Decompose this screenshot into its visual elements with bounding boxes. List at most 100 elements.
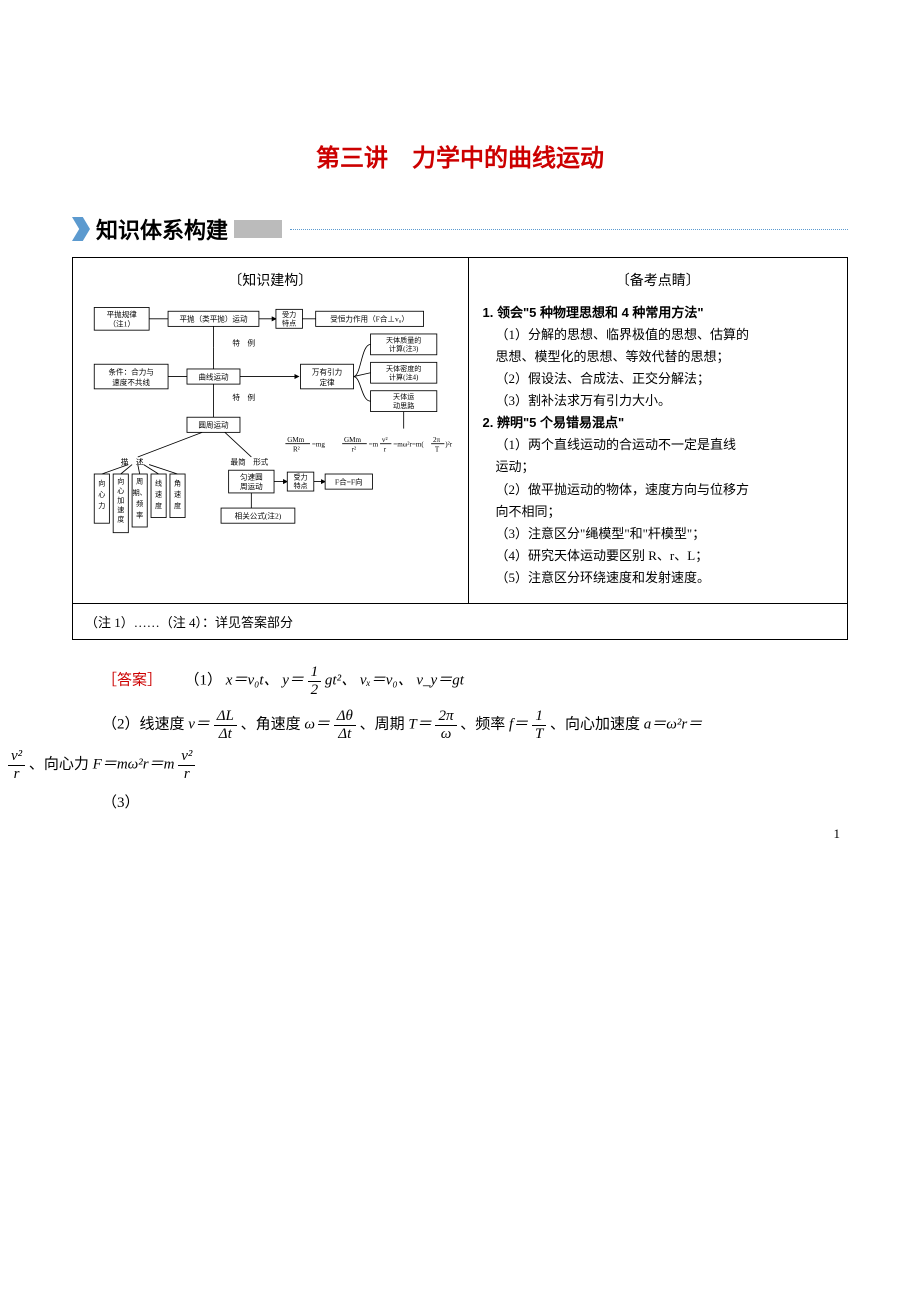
right-header: 〔备考点睛〕 xyxy=(483,270,833,294)
ans2-g: f＝ xyxy=(509,716,528,732)
ans2-pre: （2）线速度 xyxy=(102,716,188,732)
ans2b-pre: 、向心力 xyxy=(29,756,93,772)
answer-line-2b: v²r 、向心力 F＝mω²r＝m v²r xyxy=(8,748,848,782)
svg-text:期、: 期、 xyxy=(133,489,147,497)
svg-text:速度不共线: 速度不共线 xyxy=(112,377,150,387)
svg-text:平抛（类平抛）运动: 平抛（类平抛）运动 xyxy=(179,314,247,324)
svg-text:周: 周 xyxy=(136,477,143,485)
svg-text:度: 度 xyxy=(155,501,162,510)
svg-text:GMm: GMm xyxy=(287,436,304,444)
ans2-b: 、角速度 xyxy=(241,716,305,732)
answer-line-1: ［答案］ （1） x＝v₀t、 y＝ 12 gt²、 vₓ＝v₀、 v_y＝gt xyxy=(72,664,848,698)
svg-text:T: T xyxy=(435,445,440,453)
svg-text:定律: 定律 xyxy=(319,377,335,387)
gray-bar xyxy=(234,220,282,238)
svg-text:计算(注3): 计算(注3) xyxy=(389,344,419,353)
tip-p1b: 思想、模型化的思想、等效代替的思想； xyxy=(483,346,833,368)
answer-line-3: （3） xyxy=(72,788,848,818)
knowledge-diagram: 平抛规律 （注1） 平抛（类平抛）运动 受力 特点 受恒力作用（F合⊥v₀） 特… xyxy=(81,298,460,563)
frac-dL: ΔLΔt xyxy=(214,708,237,742)
tip-p2: （2）假设法、合成法、正交分解法； xyxy=(483,368,833,390)
left-header: 〔知识建构〕 xyxy=(81,270,460,290)
answers: ［答案］ （1） x＝v₀t、 y＝ 12 gt²、 vₓ＝v₀、 v_y＝gt… xyxy=(72,664,848,818)
svg-text:特 例: 特 例 xyxy=(232,337,255,347)
svg-text:平抛规律: 平抛规律 xyxy=(107,309,138,319)
svg-text:（注1）: （注1） xyxy=(108,318,134,328)
answer-label: ［答案］ xyxy=(102,672,162,688)
page-number: 1 xyxy=(834,826,841,842)
tip-q5: （5）注意区分环绕速度和发射速度。 xyxy=(483,567,833,589)
svg-text:速: 速 xyxy=(155,491,162,499)
svg-text:受恒力作用（F合⊥v₀）: 受恒力作用（F合⊥v₀） xyxy=(330,314,409,324)
tip-q3: （3）注意区分"绳模型"和"杆模型"； xyxy=(483,523,833,545)
svg-text:最简 形式: 最简 形式 xyxy=(231,457,269,467)
svg-text:r²: r² xyxy=(352,445,356,453)
svg-text:角: 角 xyxy=(174,478,181,487)
ans1-a: x＝v₀t、 xyxy=(226,672,279,688)
ans2-i: a＝ω²r＝ xyxy=(644,716,702,732)
svg-text:万有引力: 万有引力 xyxy=(312,367,342,377)
tip-h1: 1. 领会"5 种物理思想和 4 种常用方法" xyxy=(483,302,833,324)
svg-text:力: 力 xyxy=(98,501,105,510)
svg-text:曲线运动: 曲线运动 xyxy=(198,371,229,381)
svg-text:天体运: 天体运 xyxy=(393,392,414,401)
box-footnote: （注 1）……（注 4）：详见答案部分 xyxy=(73,603,847,639)
svg-text:条件：合力与: 条件：合力与 xyxy=(108,367,153,377)
tip-q2b: 向不相同； xyxy=(483,501,833,523)
svg-text:GMm: GMm xyxy=(344,436,361,444)
tip-p1a: （1）分解的思想、临界极值的思想、估算的 xyxy=(483,324,833,346)
ans2-h: 、向心加速度 xyxy=(550,716,644,732)
svg-text:度: 度 xyxy=(174,501,181,510)
chevron-icon xyxy=(72,217,90,241)
svg-text:速: 速 xyxy=(174,491,181,499)
ans1-e: v_y＝gt xyxy=(416,672,463,688)
svg-text:相关公式(注2): 相关公式(注2) xyxy=(235,510,282,520)
svg-text:特 例: 特 例 xyxy=(232,392,255,402)
svg-text:描 述: 描 述 xyxy=(121,457,144,467)
svg-text:r: r xyxy=(384,445,387,453)
svg-text:加: 加 xyxy=(117,495,124,504)
ans2-d: 、周期 xyxy=(360,716,409,732)
ans1-d: vₓ＝v₀、 xyxy=(360,672,413,688)
ans1-pre: （1） xyxy=(185,672,223,688)
svg-text:度: 度 xyxy=(117,514,124,523)
tip-h2: 2. 辨明"5 个易错易混点" xyxy=(483,412,833,434)
frac-v2r: v²r xyxy=(8,748,25,782)
svg-text:受力: 受力 xyxy=(293,473,307,482)
section-header: 知识体系构建 xyxy=(72,213,848,245)
ans1-b: y＝ xyxy=(282,672,304,688)
ans2-c: ω＝ xyxy=(304,716,330,732)
svg-text:心: 心 xyxy=(98,491,105,499)
svg-text:向: 向 xyxy=(98,478,105,487)
svg-text:频: 频 xyxy=(136,499,143,508)
svg-text:动思路: 动思路 xyxy=(393,401,414,410)
frac-fT: 1T xyxy=(532,708,546,742)
svg-text:v²: v² xyxy=(382,436,388,444)
svg-text:周运动: 周运动 xyxy=(240,481,263,491)
svg-text:天体密度的: 天体密度的 xyxy=(386,364,421,373)
section-header-text: 知识体系构建 xyxy=(96,213,228,245)
svg-text:)²r: )²r xyxy=(445,441,452,449)
tip-q2a: （2）做平抛运动的物体，速度方向与位移方 xyxy=(483,479,833,501)
svg-text:=mω²r=m(: =mω²r=m( xyxy=(393,441,424,449)
frac-dth: ΔθΔt xyxy=(334,708,356,742)
ans1-c: gt²、 xyxy=(325,672,356,688)
svg-text:天体质量的: 天体质量的 xyxy=(386,335,421,344)
tip-q4: （4）研究天体运动要区别 R、r、L； xyxy=(483,545,833,567)
frac-half: 12 xyxy=(308,664,322,698)
ans2b-a: F＝mω²r＝m xyxy=(93,756,175,772)
tip-p3: （3）割补法求万有引力大小。 xyxy=(483,390,833,412)
svg-text:=mg: =mg xyxy=(312,441,325,449)
left-column: 〔知识建构〕 平抛规律 （注1） 平抛（类平抛）运动 受力 特点 xyxy=(73,258,469,603)
svg-text:2π: 2π xyxy=(433,436,441,444)
svg-text:线: 线 xyxy=(155,478,162,487)
svg-text:受力: 受力 xyxy=(282,310,296,319)
svg-text:F合=F向: F合=F向 xyxy=(335,476,363,486)
svg-text:R²: R² xyxy=(293,445,300,453)
svg-text:圆周运动: 圆周运动 xyxy=(198,420,229,430)
svg-text:率: 率 xyxy=(136,511,143,520)
right-column: 〔备考点睛〕 1. 领会"5 种物理思想和 4 种常用方法" （1）分解的思想、… xyxy=(469,258,847,603)
svg-text:计算(注4): 计算(注4) xyxy=(389,372,419,381)
frac-v2r2: v²r xyxy=(178,748,195,782)
svg-text:特点: 特点 xyxy=(282,318,296,327)
